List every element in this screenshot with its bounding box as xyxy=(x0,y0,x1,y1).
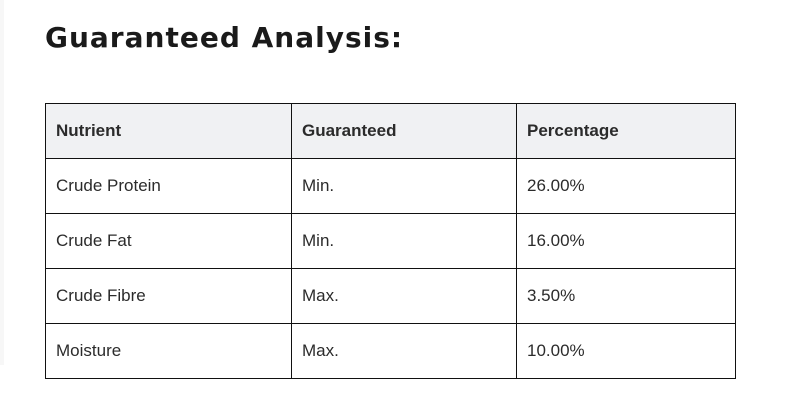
cell-guaranteed: Max. xyxy=(291,323,517,379)
table-header-row: Nutrient Guaranteed Percentage xyxy=(45,103,736,159)
cell-percentage: 16.00% xyxy=(516,213,736,269)
header-nutrient: Nutrient xyxy=(45,103,292,159)
cell-nutrient: Crude Fat xyxy=(45,213,292,269)
cell-percentage: 10.00% xyxy=(516,323,736,379)
guaranteed-analysis-table: Nutrient Guaranteed Percentage Crude Pro… xyxy=(45,103,736,379)
table-row: Crude Fat Min. 16.00% xyxy=(45,213,736,269)
table-row: Crude Fibre Max. 3.50% xyxy=(45,268,736,324)
cell-percentage: 26.00% xyxy=(516,158,736,214)
cell-guaranteed: Max. xyxy=(291,268,517,324)
cell-percentage: 3.50% xyxy=(516,268,736,324)
cell-nutrient: Crude Fibre xyxy=(45,268,292,324)
cell-guaranteed: Min. xyxy=(291,213,517,269)
table-row: Crude Protein Min. 26.00% xyxy=(45,158,736,214)
header-guaranteed: Guaranteed xyxy=(291,103,517,159)
page-edge xyxy=(0,0,4,365)
table-row: Moisture Max. 10.00% xyxy=(45,323,736,379)
cell-nutrient: Moisture xyxy=(45,323,292,379)
page-title: Guaranteed Analysis: xyxy=(45,21,404,54)
header-percentage: Percentage xyxy=(516,103,736,159)
cell-guaranteed: Min. xyxy=(291,158,517,214)
cell-nutrient: Crude Protein xyxy=(45,158,292,214)
